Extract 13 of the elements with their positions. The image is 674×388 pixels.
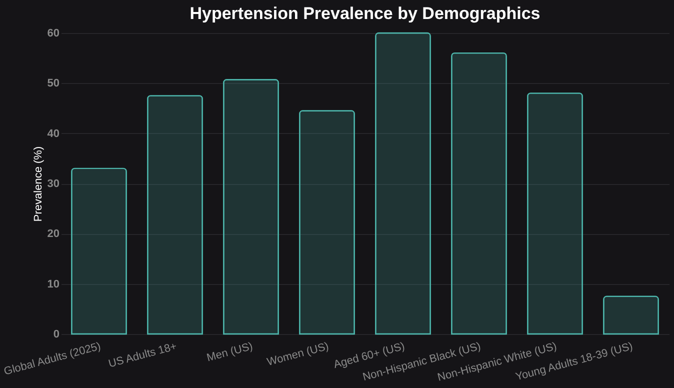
x-tick-label: Men (US) <box>206 340 254 364</box>
y-tick-label: 30 <box>47 178 60 190</box>
y-tick-label: 50 <box>47 78 60 90</box>
chart-title: Hypertension Prevalence by Demographics <box>190 4 540 23</box>
y-tick-label: 10 <box>47 278 60 290</box>
y-axis-title: Prevalence (%) <box>32 146 44 222</box>
y-tick-label: 0 <box>53 328 60 340</box>
y-tick-label: 40 <box>47 128 60 140</box>
x-tick-label: Global Adults (2025) <box>2 340 102 378</box>
x-tick-label: US Adults 18+ <box>107 340 178 370</box>
y-tick-label: 60 <box>47 28 60 40</box>
x-tick-label: Women (US) <box>266 340 330 368</box>
y-tick-label: 20 <box>47 228 60 240</box>
